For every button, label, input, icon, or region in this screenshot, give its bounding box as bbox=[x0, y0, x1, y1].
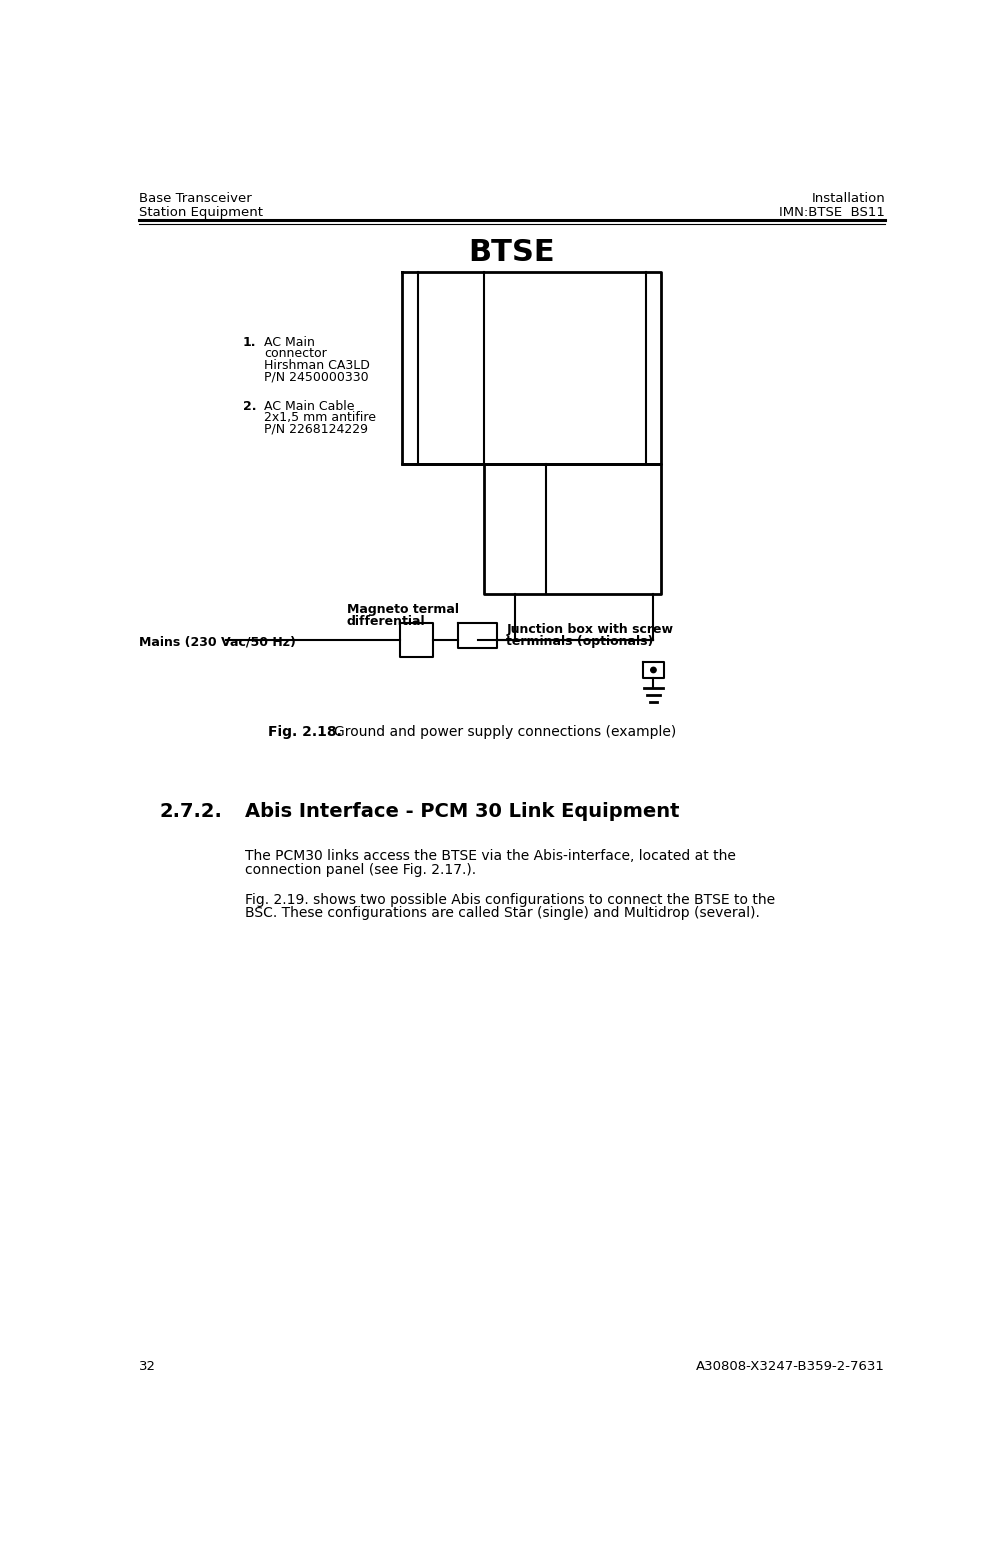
Text: Abis Interface - PCM 30 Link Equipment: Abis Interface - PCM 30 Link Equipment bbox=[245, 801, 679, 820]
Circle shape bbox=[650, 667, 656, 673]
Text: 2x1,5 mm antifire: 2x1,5 mm antifire bbox=[265, 412, 377, 424]
Text: differential: differential bbox=[347, 614, 426, 628]
Text: 2.: 2. bbox=[243, 399, 256, 413]
Text: AC Main Cable: AC Main Cable bbox=[265, 399, 355, 413]
Text: A30808-X3247-B359-2-7631: A30808-X3247-B359-2-7631 bbox=[696, 1360, 885, 1372]
Text: Fig. 2.19. shows two possible Abis configurations to connect the BTSE to the: Fig. 2.19. shows two possible Abis confi… bbox=[245, 893, 775, 907]
Text: Installation: Installation bbox=[811, 192, 885, 204]
Text: Ground and power supply connections (example): Ground and power supply connections (exa… bbox=[334, 724, 676, 738]
Text: P/N 2450000330: P/N 2450000330 bbox=[265, 370, 369, 384]
Text: connection panel (see Fig. 2.17.).: connection panel (see Fig. 2.17.). bbox=[245, 863, 477, 877]
Text: Station Equipment: Station Equipment bbox=[139, 206, 263, 218]
Text: BSC. These configurations are called Star (single) and Multidrop (several).: BSC. These configurations are called Sta… bbox=[245, 907, 760, 920]
Text: IMN:BTSE  BS11: IMN:BTSE BS11 bbox=[779, 206, 885, 218]
Text: Mains (230 Vac/50 Hz): Mains (230 Vac/50 Hz) bbox=[139, 636, 296, 648]
Text: 32: 32 bbox=[139, 1360, 156, 1372]
Text: Magneto termal: Magneto termal bbox=[347, 603, 459, 616]
Text: 2.7.2.: 2.7.2. bbox=[160, 801, 223, 820]
Text: connector: connector bbox=[265, 348, 327, 360]
Text: BTSE: BTSE bbox=[469, 238, 554, 268]
Text: AC Main: AC Main bbox=[265, 336, 316, 348]
Text: Base Transceiver: Base Transceiver bbox=[139, 192, 252, 204]
Text: terminals (optionals): terminals (optionals) bbox=[506, 634, 653, 648]
Text: P/N 2268124229: P/N 2268124229 bbox=[265, 422, 369, 436]
Text: Hirshman CA3LD: Hirshman CA3LD bbox=[265, 359, 371, 371]
Text: Junction box with screw: Junction box with screw bbox=[506, 623, 673, 636]
Text: Fig. 2.18.: Fig. 2.18. bbox=[269, 724, 342, 738]
Text: The PCM30 links access the BTSE via the Abis-interface, located at the: The PCM30 links access the BTSE via the … bbox=[245, 849, 736, 863]
Text: 1.: 1. bbox=[243, 336, 256, 348]
